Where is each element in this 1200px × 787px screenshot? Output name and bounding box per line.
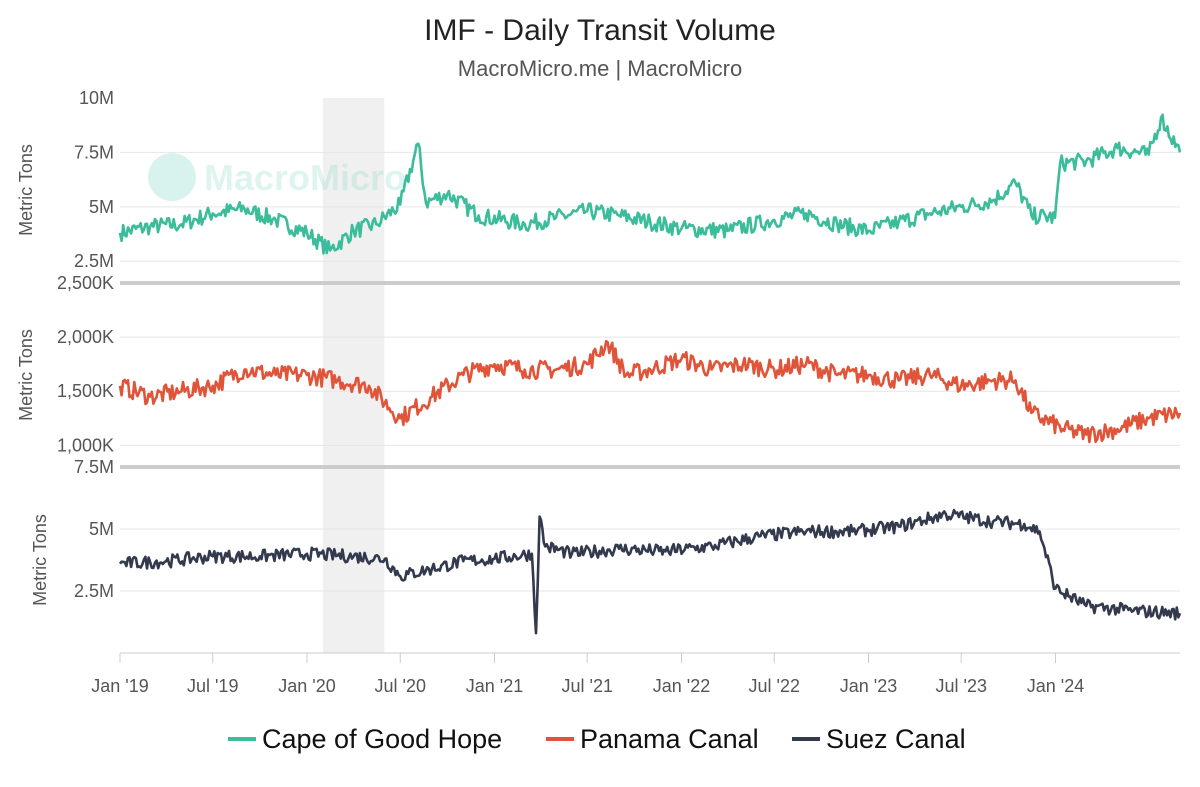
legend-label-panama: Panama Canal [580, 724, 759, 754]
pane-suez: 2.5M 5M 7.5M Metric Tons [30, 457, 1182, 635]
legend: Cape of Good Hope Panama Canal Suez Cana… [228, 724, 966, 754]
y-tick-label: 10M [79, 88, 114, 108]
x-tick-label: Jul '23 [936, 676, 987, 696]
x-axis: Jan '19 Jul '19 Jan '20 Jul '20 Jan '21 Jul '… [91, 652, 1180, 696]
x-tick-label: Jan '23 [840, 676, 897, 696]
y-tick-label: 2.5M [74, 581, 114, 601]
y-axis-label-cape: Metric Tons [16, 144, 36, 236]
y-tick-label: 7.5M [74, 457, 114, 477]
y-tick-label: 1,000K [57, 435, 114, 455]
y-tick-label: 2.5M [74, 251, 114, 271]
x-tick-label: Jul '21 [562, 676, 613, 696]
pane-cape: 2.5M 5M 7.5M 10M Metric Tons [16, 88, 1182, 285]
chart-panes: 2.5M 5M 7.5M 10M Metric Tons 1,000K 1,500K 2,00… [16, 88, 1182, 635]
legend-item-suez[interactable]: Suez Canal [792, 724, 966, 754]
x-tick-label: Jan '24 [1027, 676, 1084, 696]
y-tick-label: 2,500K [57, 273, 114, 293]
series-line-cape [118, 113, 1182, 255]
y-tick-label: 5M [89, 519, 114, 539]
series-line-suez [118, 508, 1182, 635]
x-tick-label: Jan '21 [466, 676, 523, 696]
series-line-panama [118, 339, 1182, 444]
x-tick-label: Jan '22 [653, 676, 710, 696]
watermark-text: MacroMicro [204, 157, 406, 198]
x-tick-label: Jan '19 [91, 676, 148, 696]
x-tick-label: Jan '20 [278, 676, 335, 696]
legend-item-cape[interactable]: Cape of Good Hope [228, 724, 502, 754]
pane-panama: 1,000K 1,500K 2,000K 2,500K Metric Tons [16, 273, 1182, 469]
y-axis-label-suez: Metric Tons [30, 514, 50, 606]
chart-title: IMF - Daily Transit Volume [424, 14, 776, 47]
legend-label-cape: Cape of Good Hope [262, 724, 502, 754]
y-tick-label: 7.5M [74, 142, 114, 162]
legend-label-suez: Suez Canal [826, 724, 966, 754]
x-tick-label: Jul '20 [375, 676, 426, 696]
x-tick-label: Jul '22 [749, 676, 800, 696]
y-tick-label: 5M [89, 197, 114, 217]
watermark: MacroMicro [148, 153, 406, 201]
y-tick-label: 2,000K [57, 327, 114, 347]
watermark-logo-icon [148, 153, 196, 201]
legend-item-panama[interactable]: Panama Canal [546, 724, 759, 754]
y-axis-label-panama: Metric Tons [16, 329, 36, 421]
chart-subtitle: MacroMicro.me | MacroMicro [458, 56, 742, 81]
y-tick-label: 1,500K [57, 381, 114, 401]
x-tick-label: Jul '19 [187, 676, 238, 696]
